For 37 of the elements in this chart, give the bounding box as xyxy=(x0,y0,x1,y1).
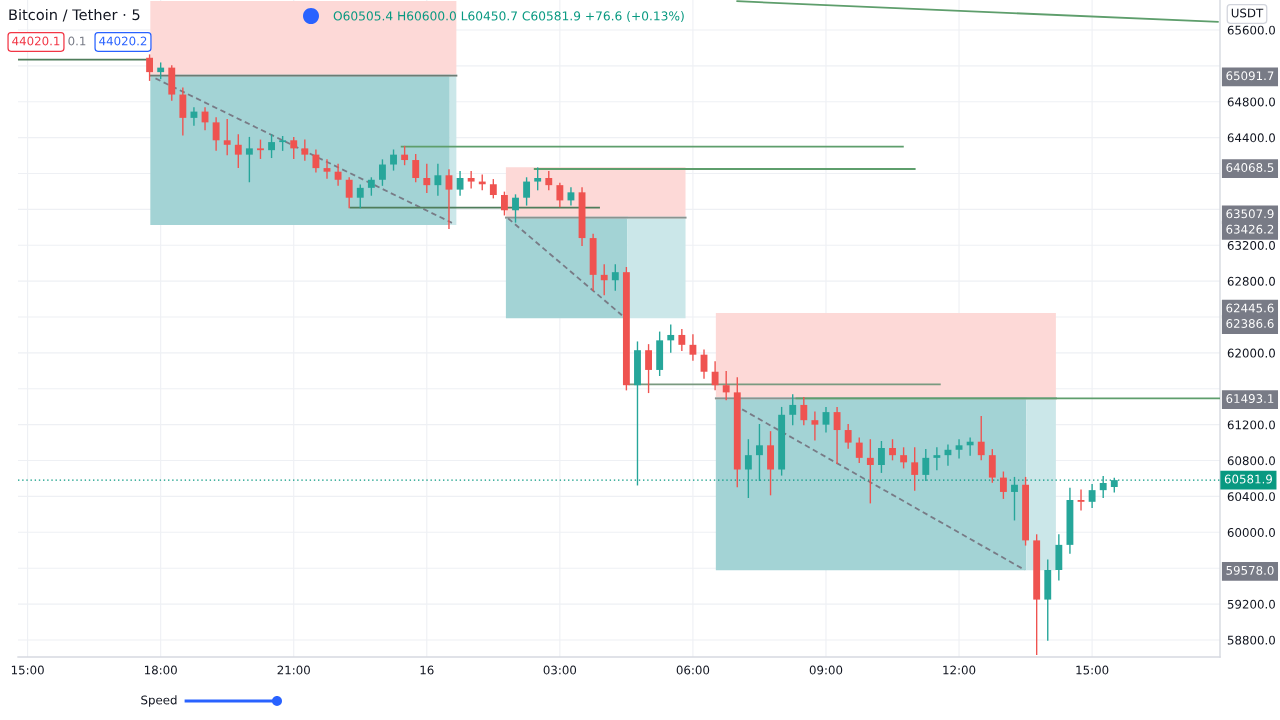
x-tick-label: 15:00 xyxy=(11,665,44,675)
text: USDT xyxy=(1231,8,1264,18)
x-tick-label: 12:00 xyxy=(943,665,976,675)
y2-tick-label: 63426.2 xyxy=(1226,224,1274,234)
text: Bitcoin / Tether · 5 xyxy=(9,8,140,22)
annotation: 0.1 xyxy=(68,36,86,46)
y2-tick-label: 62386.6 xyxy=(1226,319,1274,328)
y-tick-label: 65600.0 xyxy=(1227,25,1275,35)
text: Speed xyxy=(141,695,177,707)
x-tick-label: 06:00 xyxy=(676,665,710,675)
y2-tick-label: 65091.7 xyxy=(1226,71,1274,81)
annotation: 44020.1 xyxy=(12,36,60,46)
y-tick-label: 59200.0 xyxy=(1227,599,1275,609)
y-tick-label: 61200.0 xyxy=(1227,420,1275,430)
text: O60505.4 H60600.0 L60450.7 C60581.9 +76.6 (+0.13%) xyxy=(333,11,684,22)
y-tick-label: 62000.0 xyxy=(1227,348,1275,358)
x-tick-label: 18:00 xyxy=(144,665,177,675)
y2-tick-label: 63507.9 xyxy=(1226,209,1274,219)
y2-tick-label: 64068.5 xyxy=(1226,163,1274,172)
y-tick-label: 63200.0 xyxy=(1227,240,1275,250)
y2-tick-label: 62445.6 xyxy=(1226,303,1274,313)
y-tick-label: 60400.0 xyxy=(1227,492,1275,502)
ref-line-label: 60581.9 xyxy=(1224,474,1272,484)
y-tick-label: 60000.0 xyxy=(1227,528,1275,537)
y2-tick-label: 61493.1 xyxy=(1226,394,1274,404)
y-tick-label: 62800.0 xyxy=(1227,276,1275,286)
y-tick-label: 64800.0 xyxy=(1227,97,1275,107)
y-tick-label: 64400.0 xyxy=(1227,133,1275,143)
y-tick-label: 58800.0 xyxy=(1227,635,1275,645)
x-tick-label: 09:00 xyxy=(809,665,843,675)
y-tick-label: 60800.0 xyxy=(1227,456,1275,466)
x-tick-label: 16 xyxy=(420,665,434,675)
x-tick-label: 21:00 xyxy=(277,665,310,675)
y2-tick-label: 59578.0 xyxy=(1226,565,1274,575)
annotation: 44020.2 xyxy=(99,36,147,46)
x-tick-label: 03:00 xyxy=(543,665,577,675)
x-tick-label: 15:00 xyxy=(1076,665,1109,675)
